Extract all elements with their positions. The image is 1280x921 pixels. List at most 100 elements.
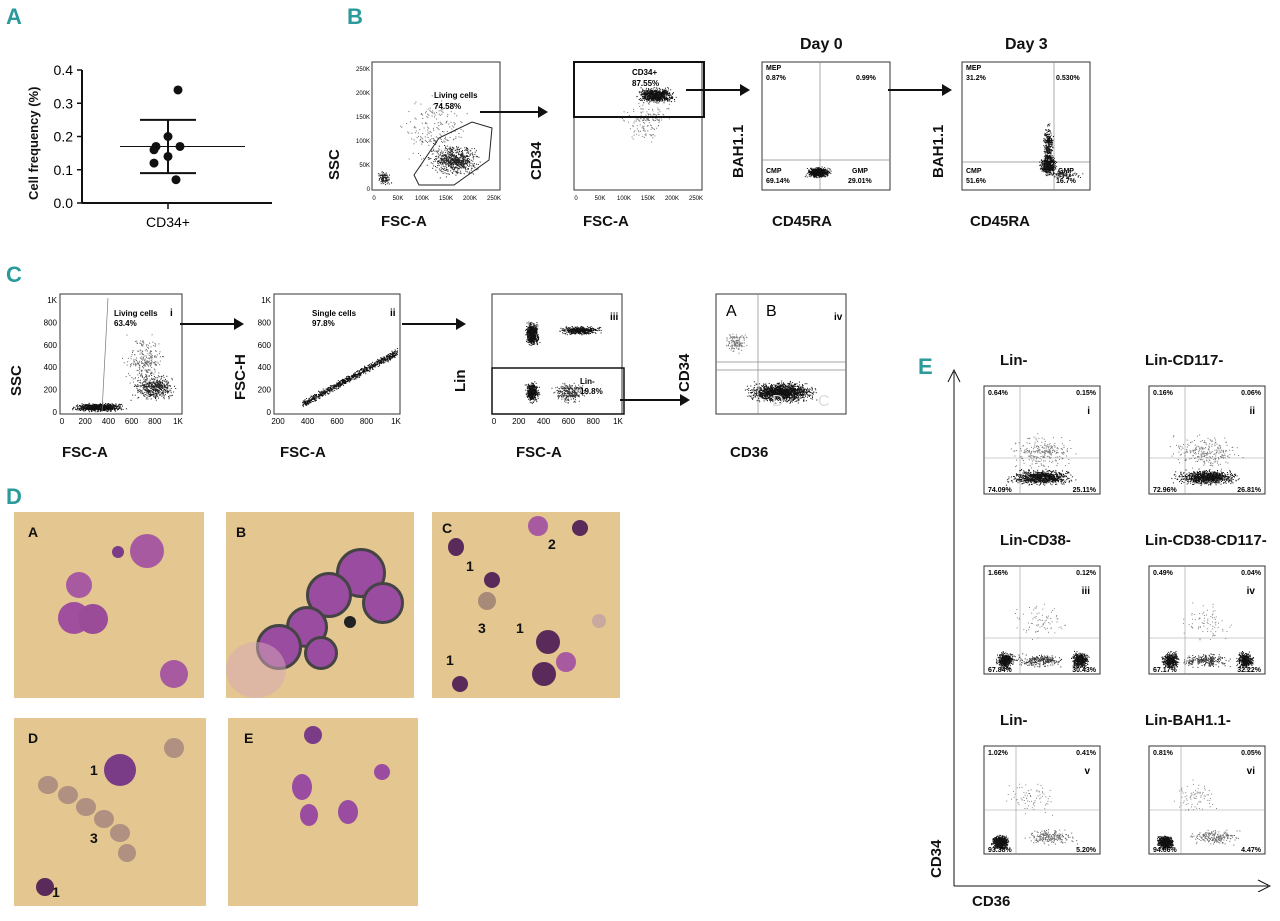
x-tick-label: 100K <box>617 196 631 202</box>
e-plot: 0.81% 0.05% 94.66% 4.47% vi <box>1148 745 1266 855</box>
e-q-br: 25.11% <box>1073 487 1097 494</box>
x-tick-label: 200K <box>463 196 477 202</box>
svg-text:MEP: MEP <box>966 65 982 72</box>
y-tick-label: 1K <box>261 296 271 305</box>
b1-gate-label: Living cells <box>434 91 478 100</box>
x-tick-label: 400 <box>537 417 551 426</box>
e-q-tl: 0.81% <box>1153 750 1174 757</box>
e-ylabel: CD34 <box>928 839 945 878</box>
x-tick-label: 50K <box>393 196 404 202</box>
micrograph-a: A <box>14 512 204 698</box>
e-q-tr: 0.41% <box>1076 750 1097 757</box>
x-tick-label: 800 <box>587 417 601 426</box>
arrow-icon <box>480 106 548 118</box>
svg-text:MEP: MEP <box>766 65 782 72</box>
b2-gate-label: CD34+ <box>632 68 657 77</box>
e-axes-frame <box>947 368 1272 892</box>
c1-plot: Living cells 63.4% i 0 200 400 600 800 1K0200… <box>44 293 184 426</box>
e-plot-frame <box>1148 745 1266 855</box>
e-q-tl: 0.64% <box>988 390 1009 397</box>
b1-ylabel: SSC <box>326 149 343 180</box>
b4-xlabel: CD45RA <box>970 213 1031 230</box>
e-q-tl: 1.02% <box>988 750 1009 757</box>
x-tick-label: 250K <box>689 196 703 202</box>
c4-xlabel: CD36 <box>730 444 769 461</box>
x-tick-label: 200 <box>512 417 526 426</box>
c2-plot: Single cells 97.8% ii 200 400 600 800 1K0200… <box>258 293 402 426</box>
data-point <box>173 85 183 95</box>
micrograph-e: E <box>228 718 418 906</box>
arrow-icon <box>620 394 690 406</box>
y-tick-label: 50K <box>359 163 370 169</box>
b4-ylabel: BAH1.1 <box>930 124 947 178</box>
svg-text:CMP: CMP <box>966 168 982 175</box>
e-roman: v <box>1084 766 1090 777</box>
e-plot-title: Lin-CD117- <box>1145 352 1224 369</box>
data-point <box>175 141 185 151</box>
e-cloud <box>995 603 1090 670</box>
b2-gate-pct: 87.55% <box>632 79 659 88</box>
x-tick-label: 0 <box>574 196 578 202</box>
e-q-tl: 1.66% <box>988 570 1009 577</box>
x-tick-label: 100K <box>415 196 429 202</box>
b3-xlabel: CD45RA <box>772 213 833 230</box>
e-plot-title: Lin- <box>1000 352 1028 369</box>
x-tick-label: 0 <box>60 417 65 426</box>
micrograph-d: D 1 3 1 <box>14 718 206 906</box>
svg-text:69.14%: 69.14% <box>766 178 791 185</box>
y-tick-label: 400 <box>44 363 58 372</box>
data-point <box>149 158 159 168</box>
c2-xlabel: FSC-A <box>280 444 326 461</box>
e-roman: iv <box>1247 586 1256 597</box>
x-tick-label: 200K <box>665 196 679 202</box>
b1-plot: Living cells 74.58% 0 50K 100K 150K 200K 250K… <box>356 61 501 202</box>
c3-plot: iii Lin- 19.8% 0 200 400 600 800 1K <box>491 293 625 426</box>
y-tick-label: 150K <box>356 115 370 121</box>
b4-title: Day 3 <box>1005 36 1048 53</box>
c3-xlabel: FSC-A <box>516 444 562 461</box>
y-tick-label: 400 <box>258 363 272 372</box>
e-q-bl: 72.96% <box>1153 487 1178 494</box>
e-q-bl: 67.84% <box>988 667 1013 674</box>
chart-a-ylabel: Cell frequency (%) <box>26 86 41 200</box>
c4-ylabel: CD34 <box>676 353 693 392</box>
x-tick-label: 200 <box>271 417 285 426</box>
b3-title: Day 0 <box>800 36 843 53</box>
data-point <box>163 132 173 141</box>
x-tick-label: 150K <box>641 196 655 202</box>
e-q-tr: 0.15% <box>1076 390 1097 397</box>
e-cloud <box>1161 602 1254 670</box>
data-point <box>163 151 173 161</box>
c3-ylabel: Lin <box>452 369 469 393</box>
y-tick-label: 0.0 <box>54 195 74 211</box>
micrograph-c: C 1 2 3 1 1 <box>432 512 620 698</box>
panel-label-a: A <box>6 4 22 29</box>
arrow-icon <box>402 318 466 330</box>
e-q-bl: 94.66% <box>1153 847 1178 854</box>
data-point <box>149 145 159 155</box>
x-tick-label: 400 <box>102 417 116 426</box>
e-q-bl: 67.17% <box>1153 667 1178 674</box>
c2-ylabel: FSC-H <box>232 354 249 400</box>
x-tick-label: 800 <box>360 417 374 426</box>
y-tick-label: 0 <box>53 408 58 417</box>
y-tick-label: 0 <box>267 408 272 417</box>
e-q-tr: 0.06% <box>1241 390 1262 397</box>
e-plot-title: Lin-CD38- <box>1000 532 1071 549</box>
y-tick-label: 0.2 <box>54 129 74 145</box>
x-tick-label: 1K <box>391 417 401 426</box>
svg-text:31.2%: 31.2% <box>966 75 987 82</box>
e-plot: 0.16% 0.06% 72.96% 26.81% ii <box>1148 385 1266 495</box>
b1-xlabel: FSC-A <box>381 213 427 230</box>
x-tick-label: 600 <box>125 417 139 426</box>
x-tick-label: 0 <box>492 417 497 426</box>
y-tick-label: 0.4 <box>54 62 74 78</box>
x-tick-label: 800 <box>148 417 162 426</box>
e-q-tr: 0.05% <box>1241 750 1262 757</box>
x-tick-label: 600 <box>562 417 576 426</box>
chart-a: 0.0 0.1 0.2 0.3 0.4 CD34+ <box>54 62 272 230</box>
svg-text:CMP: CMP <box>766 168 782 175</box>
b3-ylabel: BAH1.1 <box>730 124 747 178</box>
y-tick-label: 1K <box>47 296 57 305</box>
y-tick-label: 800 <box>44 318 58 327</box>
